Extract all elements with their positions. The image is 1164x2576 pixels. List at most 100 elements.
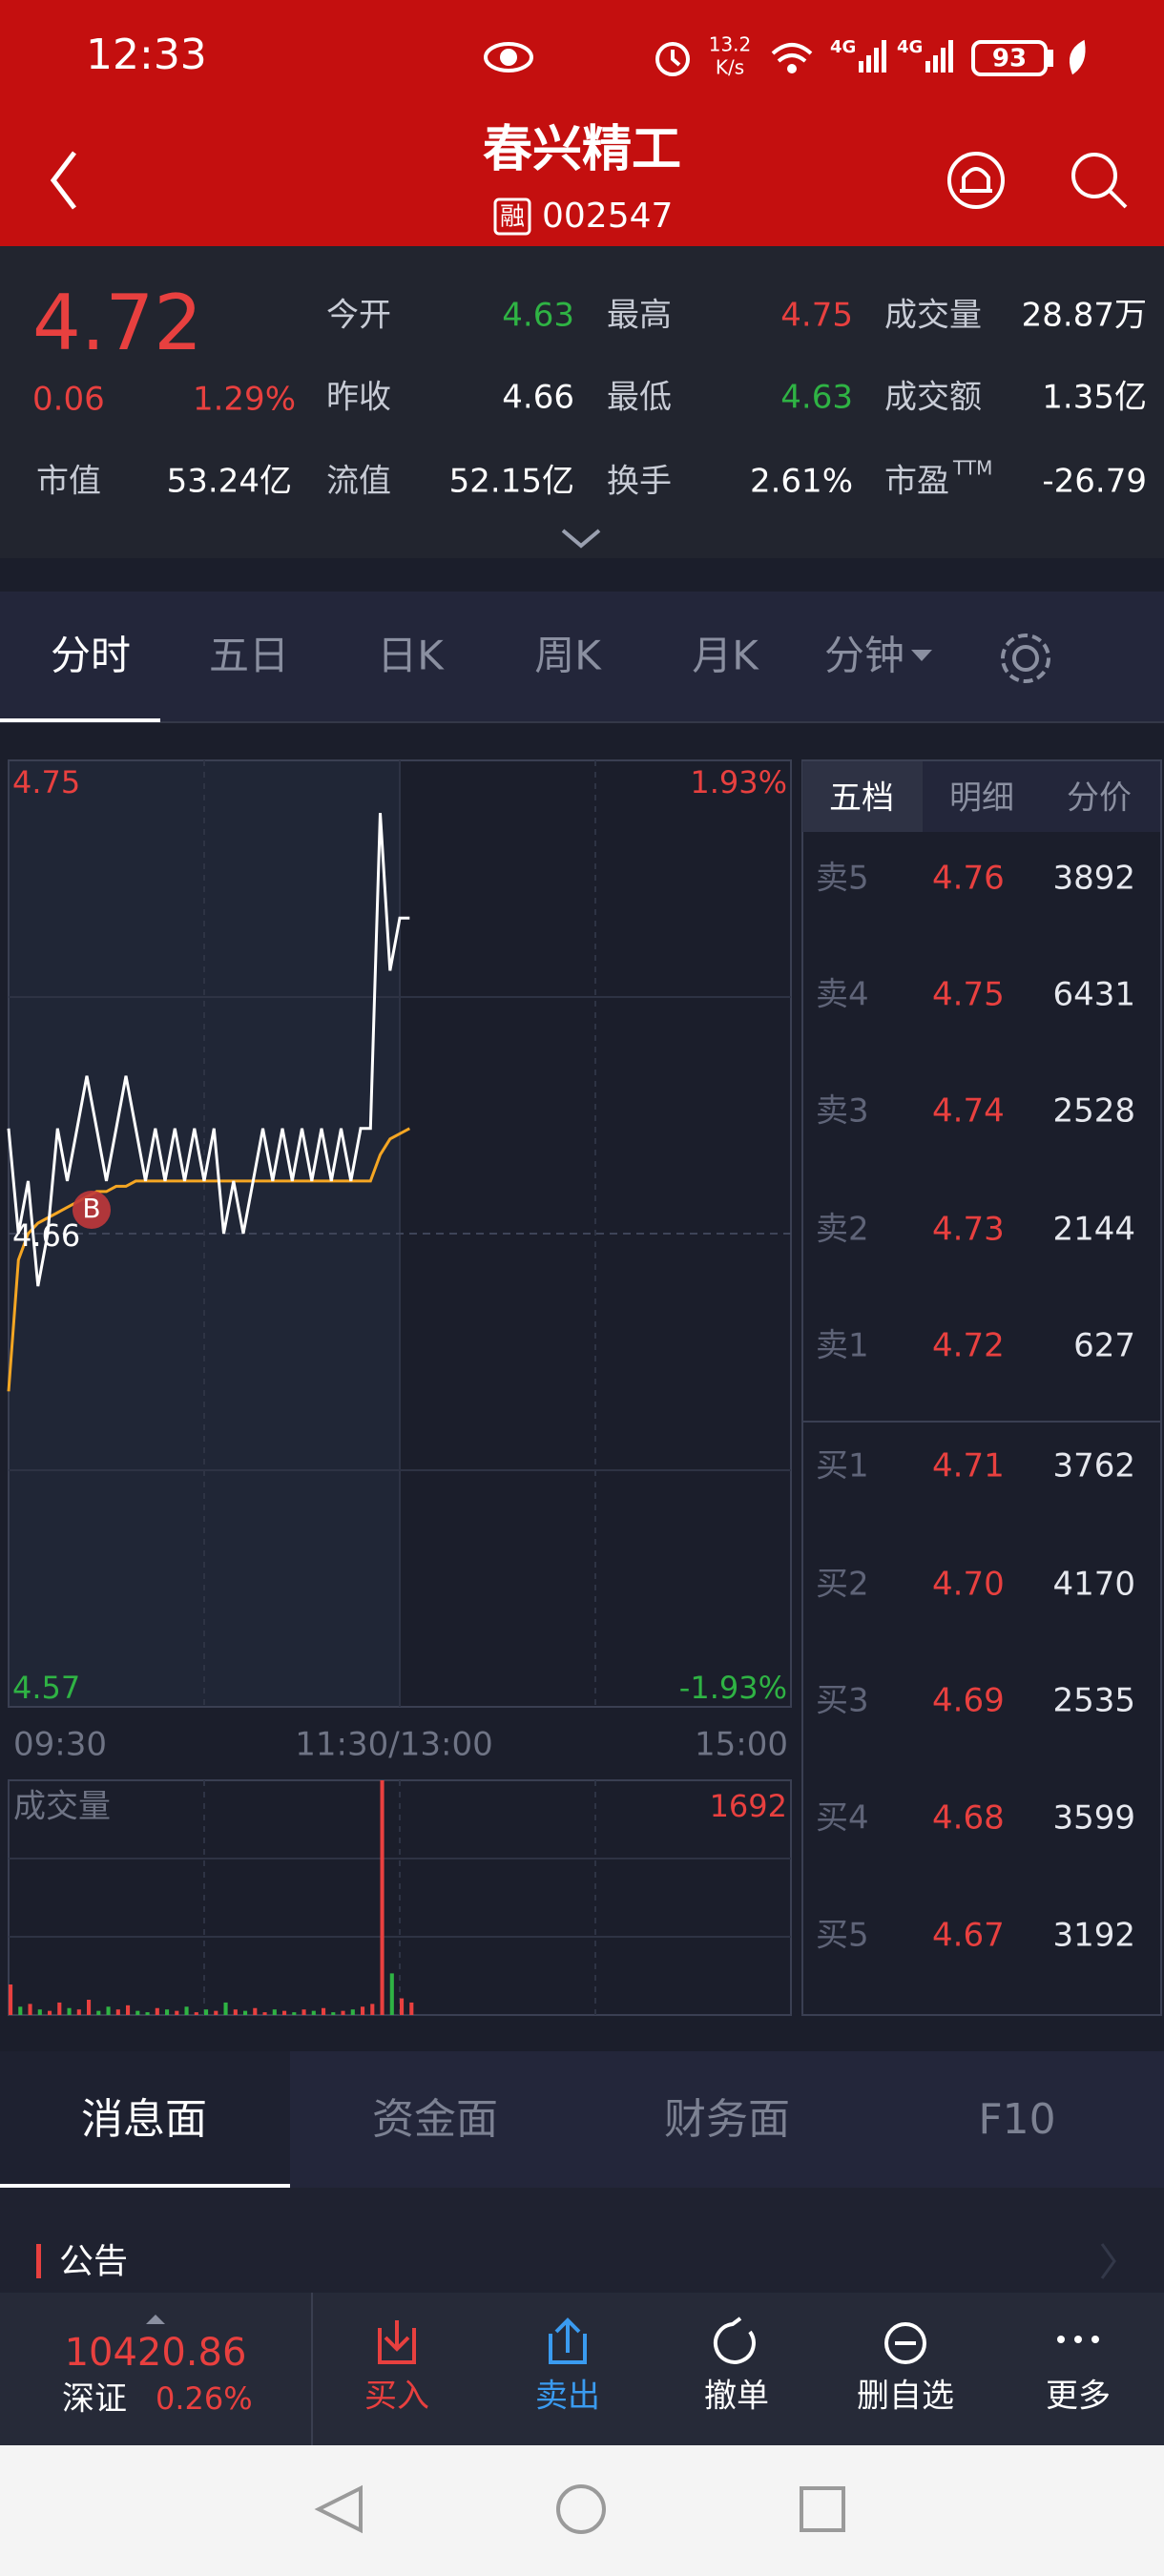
field-label: 流值	[326, 463, 391, 501]
level-volume: 2144	[1052, 1211, 1135, 1249]
volume-bar	[322, 2007, 326, 2015]
net-speed: 13.2	[709, 33, 752, 56]
chart-tab[interactable]: 分时	[51, 633, 131, 679]
search-button[interactable]	[1071, 153, 1128, 209]
volume-title: 成交量	[13, 1788, 111, 1826]
field-label: 市值	[36, 463, 101, 501]
info-tab[interactable]: 财务面	[664, 2095, 790, 2144]
level-label: 卖2	[816, 1211, 869, 1249]
action-label[interactable]: 撤单	[704, 2378, 769, 2416]
info-tab-underline	[0, 2184, 290, 2188]
volume-bar	[350, 2009, 355, 2015]
volume-bar	[233, 2009, 238, 2015]
field-label: 成交量	[884, 297, 982, 335]
x-tick-label: 11:30/13:00	[295, 1726, 492, 1764]
volume-bar	[96, 2010, 101, 2015]
volume-bar	[48, 2010, 52, 2015]
level-volume: 4170	[1052, 1566, 1135, 1604]
volume-bar	[145, 2012, 150, 2015]
order-book-tab[interactable]: 明细	[949, 779, 1014, 818]
net-type: 4G	[897, 37, 923, 57]
volume-bar	[126, 2005, 131, 2015]
level-volume: 6431	[1052, 976, 1135, 1014]
info-tab[interactable]: 资金面	[372, 2095, 498, 2144]
chart-tab[interactable]: 分钟	[824, 633, 904, 679]
level-price: 4.70	[932, 1566, 1005, 1604]
field-value: 28.87万	[1022, 297, 1147, 335]
volume-bar	[262, 2012, 267, 2015]
info-tab[interactable]: F10	[978, 2095, 1055, 2144]
level-price: 4.71	[932, 1447, 1005, 1485]
settings-button[interactable]	[1001, 634, 1050, 683]
volume-bar	[370, 2004, 375, 2015]
pct-label: -1.93%	[679, 1670, 787, 1706]
stock-code: 002547	[542, 197, 673, 236]
field-label: 昨收	[326, 379, 391, 417]
section-bg	[0, 2188, 1164, 2293]
level-price: 4.67	[932, 1917, 1005, 1955]
stock-name: 春兴精工	[483, 121, 681, 178]
section-marker	[36, 2244, 41, 2278]
volume-bar	[272, 2009, 277, 2015]
volume-bar	[204, 2009, 209, 2015]
chart-tab[interactable]: 周K	[534, 633, 602, 679]
action-label[interactable]: 删自选	[857, 2378, 954, 2416]
chart-tab[interactable]: 五日	[209, 633, 289, 679]
volume-bar	[87, 2000, 92, 2015]
volume-bar	[37, 2009, 42, 2015]
section-arrow[interactable]	[1100, 2243, 1116, 2279]
level-label: 买3	[816, 1682, 869, 1720]
dropdown-arrow	[911, 650, 932, 661]
alert-button[interactable]	[947, 152, 1005, 209]
volume-bar	[67, 2007, 72, 2015]
volume-bar	[243, 2010, 248, 2015]
chart-tab[interactable]: 月K	[692, 633, 759, 679]
back-button[interactable]	[50, 151, 76, 210]
info-tab[interactable]: 消息面	[81, 2095, 207, 2144]
level-label: 卖1	[816, 1327, 869, 1365]
badge-box	[493, 197, 531, 236]
index-pct: 0.26%	[156, 2380, 253, 2417]
volume-bar	[341, 2010, 345, 2015]
change-pct: 1.29%	[193, 381, 296, 419]
volume-bar	[106, 2006, 111, 2015]
status-time: 12:33	[86, 31, 207, 79]
tab-bg	[0, 592, 1164, 722]
level-volume: 3599	[1052, 1799, 1135, 1838]
expand-button[interactable]	[561, 529, 601, 549]
volume-bar	[194, 2012, 198, 2015]
level-price: 4.76	[932, 860, 1005, 898]
action-label[interactable]: 更多	[1046, 2378, 1111, 2416]
margin-badge: 融	[500, 203, 525, 232]
level-label: 卖5	[816, 860, 869, 898]
action-label[interactable]: 买入	[364, 2378, 429, 2416]
tab-underline	[0, 718, 160, 722]
level-price: 4.69	[932, 1682, 1005, 1720]
action-label[interactable]: 卖出	[535, 2378, 600, 2416]
level-price: 4.73	[932, 1211, 1005, 1249]
field-value: 4.63	[502, 297, 574, 335]
volume-bar	[301, 2009, 306, 2015]
x-tick-label: 15:00	[695, 1726, 788, 1764]
order-book-tab[interactable]: 五档	[829, 779, 894, 818]
volume-bar	[282, 2010, 287, 2015]
volume-bar	[28, 2004, 32, 2015]
field-value: 1.35亿	[1042, 379, 1147, 417]
level-label: 买4	[816, 1799, 869, 1838]
index-value: 10420.86	[65, 2331, 247, 2375]
field-label: 今开	[326, 297, 391, 335]
action-icons	[378, 2316, 1099, 2364]
nav-buttons[interactable]	[314, 2484, 845, 2534]
chart-tab[interactable]: 日K	[377, 633, 445, 679]
field-value: 53.24亿	[167, 463, 292, 501]
volume-bar	[409, 2002, 414, 2015]
volume-bar	[76, 2009, 81, 2015]
field-label: 成交额	[884, 379, 982, 417]
volume-bar	[389, 1973, 394, 2015]
order-book-tab[interactable]: 分价	[1067, 779, 1132, 818]
field-label: 换手	[607, 463, 672, 501]
volume-bar	[18, 2006, 23, 2015]
price-line	[7, 813, 410, 1287]
